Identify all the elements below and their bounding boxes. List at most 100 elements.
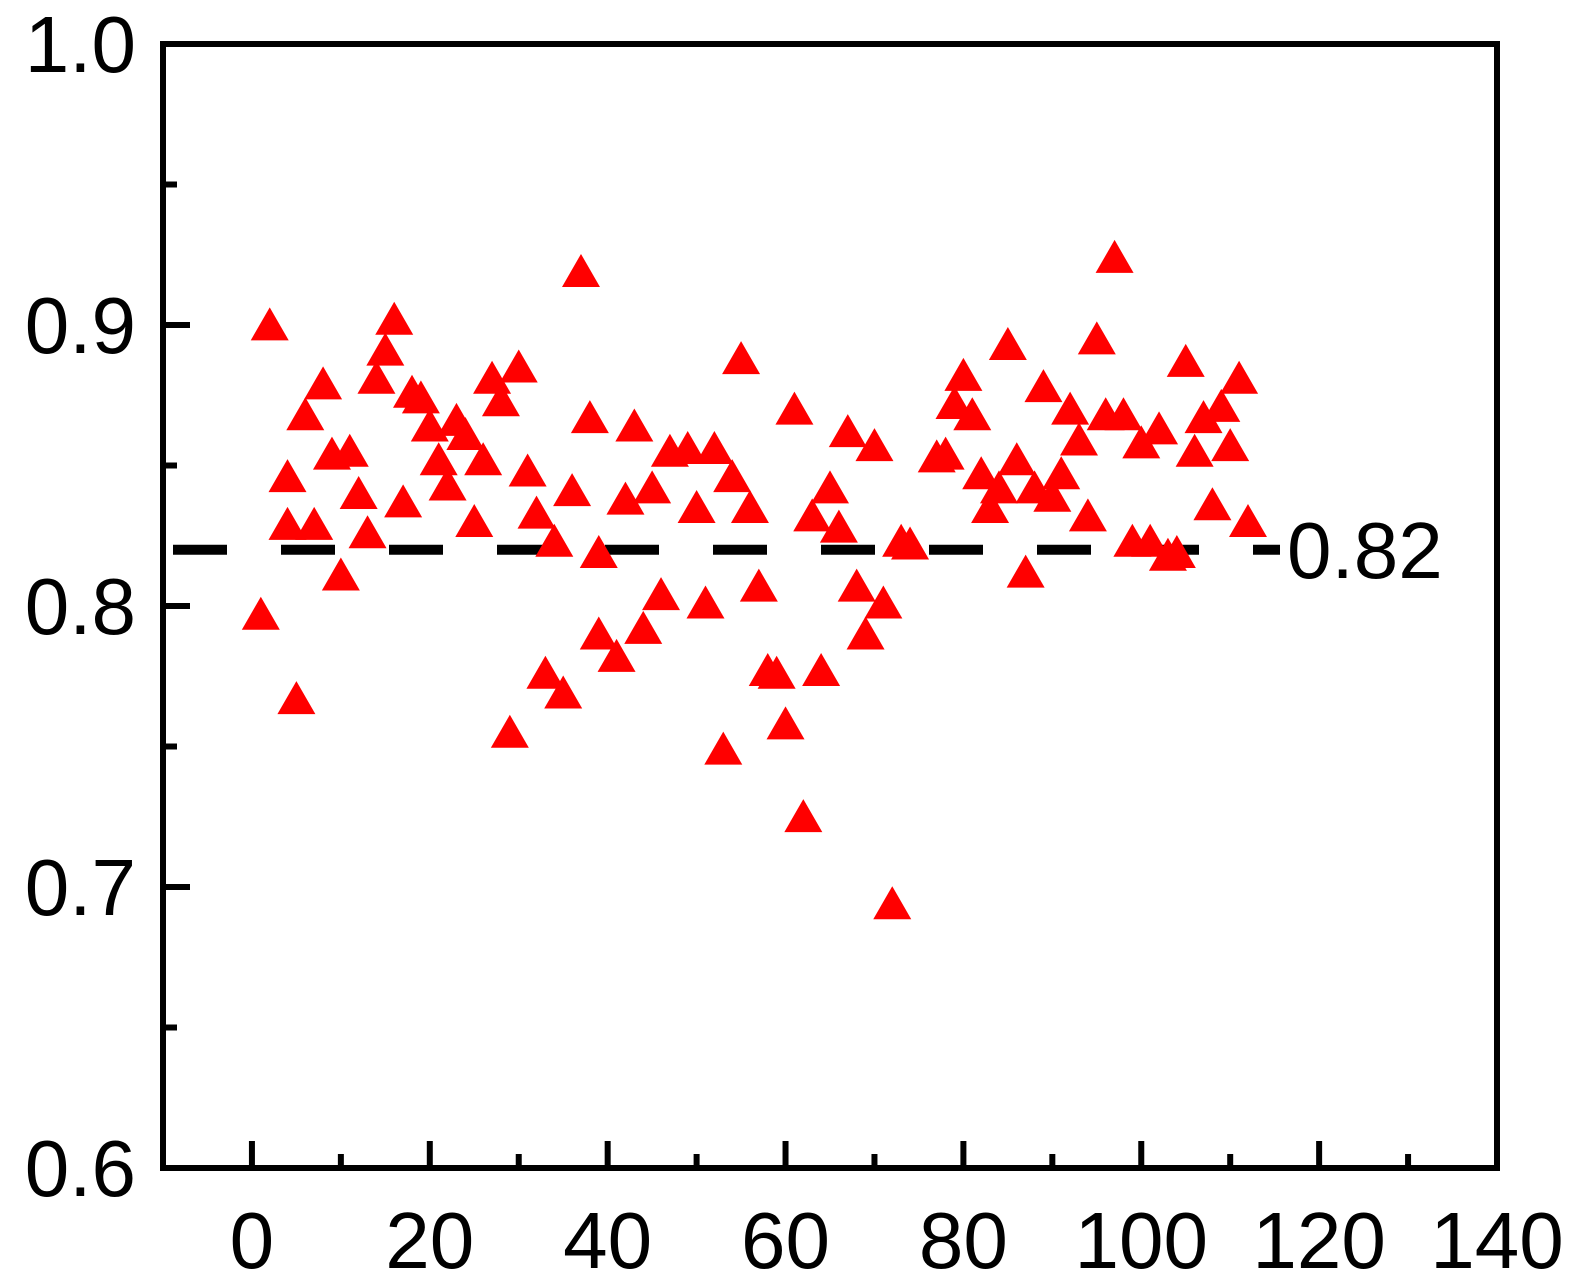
data-point bbox=[1095, 239, 1134, 273]
data-point bbox=[615, 408, 654, 442]
data-point bbox=[570, 400, 609, 434]
data-point bbox=[1060, 422, 1099, 456]
x-tick-label: 80 bbox=[919, 1196, 1008, 1285]
data-point bbox=[1157, 534, 1196, 568]
data-point bbox=[953, 397, 992, 431]
data-point bbox=[828, 414, 867, 448]
data-point bbox=[606, 481, 645, 515]
data-point bbox=[1131, 523, 1170, 557]
data-point bbox=[864, 585, 903, 619]
data-point bbox=[1042, 456, 1081, 490]
data-point bbox=[446, 416, 485, 450]
data-point bbox=[757, 655, 796, 689]
data-point bbox=[597, 638, 636, 672]
data-point bbox=[321, 557, 360, 591]
data-point bbox=[481, 383, 520, 417]
data-point bbox=[1024, 369, 1063, 403]
data-point bbox=[1202, 388, 1241, 422]
data-point bbox=[517, 495, 556, 529]
data-point bbox=[1033, 478, 1072, 512]
data-point bbox=[677, 490, 716, 523]
data-point bbox=[837, 568, 876, 602]
y-tick-label: 0.7 bbox=[25, 843, 136, 932]
data-point bbox=[268, 506, 307, 540]
data-point bbox=[811, 470, 849, 504]
data-point bbox=[784, 799, 823, 833]
data-point bbox=[713, 459, 752, 493]
data-point bbox=[979, 470, 1018, 504]
data-point bbox=[241, 596, 280, 630]
data-point bbox=[722, 341, 761, 375]
y-tick-label: 0.9 bbox=[25, 281, 136, 370]
data-point bbox=[508, 453, 547, 487]
axis-ticks-layer bbox=[163, 41, 1500, 1171]
x-tick-label: 120 bbox=[1252, 1196, 1385, 1285]
data-point bbox=[410, 408, 449, 442]
data-point bbox=[686, 585, 725, 619]
y-tick-label: 1.0 bbox=[25, 0, 136, 89]
data-point bbox=[1211, 428, 1250, 462]
data-point bbox=[375, 301, 414, 335]
data-point bbox=[944, 357, 983, 391]
data-point bbox=[535, 523, 574, 557]
data-point bbox=[695, 430, 734, 464]
data-point bbox=[579, 616, 618, 650]
data-point bbox=[348, 515, 387, 549]
data-point bbox=[499, 349, 538, 383]
data-point bbox=[339, 475, 378, 509]
data-point bbox=[668, 430, 707, 464]
data-point bbox=[1077, 321, 1116, 355]
x-tick-label: 0 bbox=[230, 1196, 275, 1285]
data-point bbox=[544, 675, 583, 709]
x-tick-label: 60 bbox=[741, 1196, 830, 1285]
data-point bbox=[250, 307, 289, 341]
data-point bbox=[855, 428, 894, 462]
data-point bbox=[1006, 554, 1045, 588]
data-point bbox=[962, 456, 1001, 490]
data-point bbox=[730, 490, 769, 523]
axis-labels-layer: 0 20 40 60 80 100 120 140 0.6 0.7 0.8 0.9 1.0 bbox=[25, 0, 1564, 1285]
data-point bbox=[1068, 498, 1107, 532]
data-point bbox=[704, 731, 743, 765]
data-point bbox=[464, 442, 503, 476]
data-point bbox=[384, 484, 423, 518]
data-point bbox=[873, 886, 912, 920]
data-point bbox=[1122, 425, 1161, 459]
x-tick-label: 40 bbox=[563, 1196, 652, 1285]
data-point bbox=[286, 397, 325, 431]
data-points-layer bbox=[241, 239, 1267, 920]
data-point bbox=[1228, 504, 1267, 538]
data-point bbox=[366, 332, 405, 366]
data-point bbox=[526, 655, 565, 689]
data-point bbox=[846, 616, 885, 650]
data-point bbox=[401, 380, 440, 414]
data-point bbox=[304, 366, 343, 400]
data-point bbox=[988, 327, 1027, 361]
data-point bbox=[277, 681, 316, 715]
y-tick-label: 0.6 bbox=[25, 1124, 136, 1213]
x-tick-label: 140 bbox=[1430, 1196, 1563, 1285]
data-point bbox=[642, 577, 681, 611]
data-point bbox=[490, 714, 529, 748]
data-point bbox=[624, 610, 663, 644]
data-point bbox=[775, 391, 814, 425]
data-point bbox=[926, 436, 965, 470]
data-point bbox=[1184, 400, 1223, 434]
data-point bbox=[766, 706, 805, 740]
data-point bbox=[561, 253, 600, 287]
plot-frame bbox=[160, 41, 1500, 1171]
data-point bbox=[428, 467, 467, 501]
data-point bbox=[997, 442, 1036, 476]
data-point bbox=[793, 498, 832, 532]
data-point bbox=[268, 459, 307, 493]
x-tick-label: 20 bbox=[385, 1196, 474, 1285]
data-point bbox=[357, 360, 396, 394]
data-point bbox=[553, 473, 592, 507]
data-point bbox=[739, 568, 778, 602]
data-point bbox=[1175, 433, 1214, 467]
data-point bbox=[579, 534, 618, 568]
data-point bbox=[891, 526, 930, 560]
data-point bbox=[455, 504, 494, 538]
data-point bbox=[1193, 487, 1232, 521]
